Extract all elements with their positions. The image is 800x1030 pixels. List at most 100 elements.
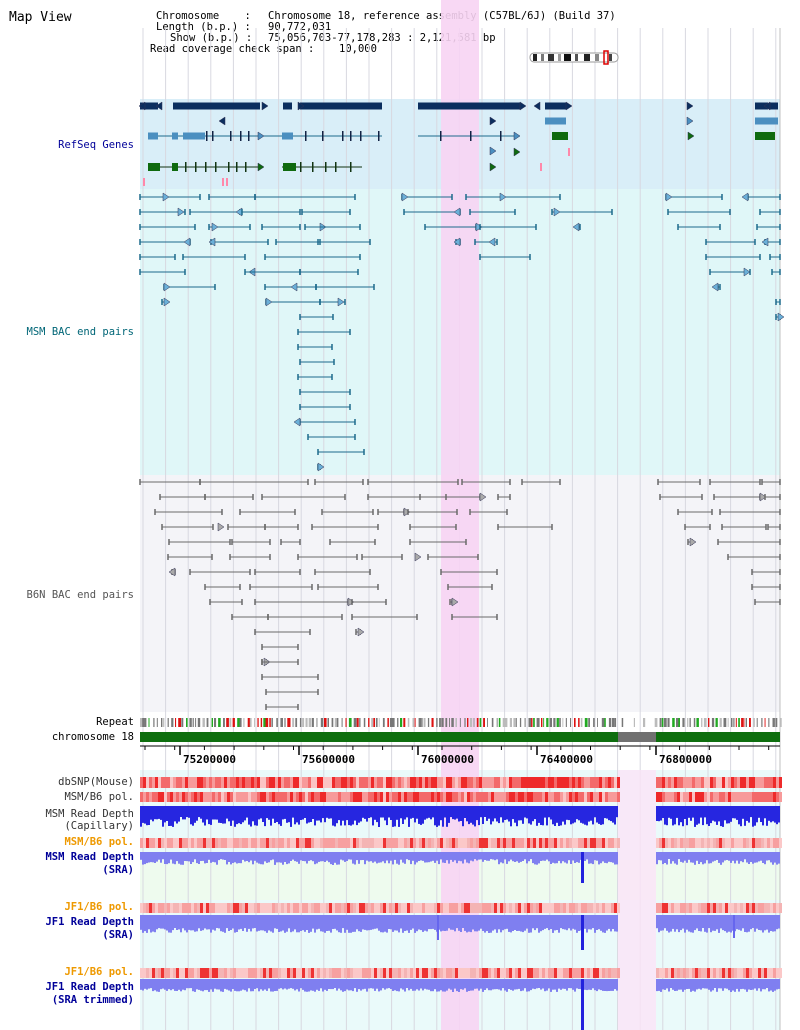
depth-bar <box>280 806 282 826</box>
heat-cell <box>524 838 527 848</box>
heat-cell <box>521 792 524 802</box>
depth-bar <box>744 979 746 990</box>
heat-cell <box>356 777 359 788</box>
repeat-element <box>491 718 494 727</box>
depth-bar <box>244 852 246 862</box>
depth-bar <box>546 806 548 826</box>
depth-bar <box>728 852 730 861</box>
depth-bar <box>162 852 164 860</box>
chromosome-ideogram[interactable] <box>529 50 619 65</box>
depth-bar <box>150 979 152 989</box>
heat-cell <box>344 903 347 913</box>
depth-bar <box>242 852 244 860</box>
depth-bar <box>566 806 568 820</box>
heat-cell <box>731 777 734 788</box>
heat-cell <box>746 777 749 788</box>
depth-bar <box>400 852 402 860</box>
heat-cell <box>563 777 566 788</box>
jf1-trimmed-depth-sublabel: (SRA trimmed) <box>51 994 134 1006</box>
refseq-track-label: RefSeq Genes <box>58 139 134 151</box>
depth-bar <box>576 915 578 933</box>
depth-bar <box>756 979 758 991</box>
heat-cell <box>257 968 260 978</box>
depth-bar <box>144 806 146 824</box>
depth-bar <box>176 915 178 930</box>
heat-cell <box>260 903 263 913</box>
depth-bar <box>156 979 158 992</box>
msm-bac-end-pair-features[interactable] <box>139 192 785 472</box>
repeat-element <box>659 718 662 727</box>
heat-cell <box>221 903 224 913</box>
repeat-element <box>519 718 522 727</box>
depth-bar <box>412 979 414 991</box>
depth-bar <box>594 852 596 861</box>
refseq-gene-features[interactable] <box>138 101 778 186</box>
depth-bar <box>542 915 544 931</box>
depth-bar <box>610 852 612 863</box>
repeat-element <box>553 718 556 727</box>
repeat-element <box>445 718 448 727</box>
depth-bar <box>724 915 726 932</box>
depth-bar <box>370 806 372 818</box>
depth-bar <box>678 979 680 990</box>
heat-cell <box>350 903 353 913</box>
depth-bar <box>300 915 302 931</box>
depth-bar <box>540 852 542 861</box>
gene-exon <box>378 131 380 141</box>
heat-cell <box>566 903 569 913</box>
depth-bar <box>500 915 502 933</box>
repeat-element <box>311 718 314 727</box>
heat-cell <box>749 777 752 788</box>
heat-cell <box>173 968 176 978</box>
depth-bar <box>660 852 662 861</box>
heat-cell <box>242 792 245 802</box>
depth-bar <box>484 806 486 817</box>
heat-cell <box>326 777 329 788</box>
depth-bar <box>592 806 594 825</box>
depth-bar <box>404 979 406 992</box>
depth-bar <box>376 806 378 823</box>
depth-bar <box>494 979 496 990</box>
depth-bar <box>306 806 308 824</box>
heat-cell <box>458 777 461 788</box>
gene-strand-arrow <box>257 131 265 141</box>
gene-small-mark <box>226 178 228 186</box>
depth-bar <box>728 806 730 824</box>
heat-cell <box>227 777 230 788</box>
depth-bar <box>332 806 334 826</box>
heat-cell <box>677 792 680 802</box>
depth-bar <box>504 979 506 991</box>
depth-bar <box>212 915 214 930</box>
repeat-element <box>441 718 444 727</box>
heat-cell <box>704 792 707 802</box>
heat-cell <box>383 777 386 788</box>
depth-bar <box>728 979 730 991</box>
heat-cell <box>455 903 458 913</box>
depth-bar <box>566 852 568 864</box>
heat-cell <box>554 968 557 978</box>
b6n-bac-end-pair-features[interactable] <box>139 479 781 710</box>
heat-cell <box>182 903 185 913</box>
depth-bar <box>530 979 532 991</box>
heat-cell <box>605 792 608 802</box>
heat-cell <box>188 968 191 978</box>
heat-cell <box>323 968 326 978</box>
repeat-element <box>197 718 201 727</box>
heat-cell <box>161 968 164 978</box>
heat-cell <box>308 968 311 978</box>
depth-bar <box>768 979 770 992</box>
heat-cell <box>740 792 743 802</box>
heat-cell <box>755 792 758 802</box>
length-label: Length (b.p.) : <box>156 21 251 33</box>
heat-cell <box>143 838 146 848</box>
depth-bar <box>376 852 378 864</box>
depth-bar <box>752 915 754 928</box>
depth-bar <box>554 806 556 826</box>
heat-cell <box>554 777 557 788</box>
heat-cell <box>767 777 770 788</box>
heat-cell <box>737 792 740 802</box>
heat-cell <box>764 792 767 802</box>
depth-bar <box>364 915 366 930</box>
heat-cell <box>500 792 503 802</box>
